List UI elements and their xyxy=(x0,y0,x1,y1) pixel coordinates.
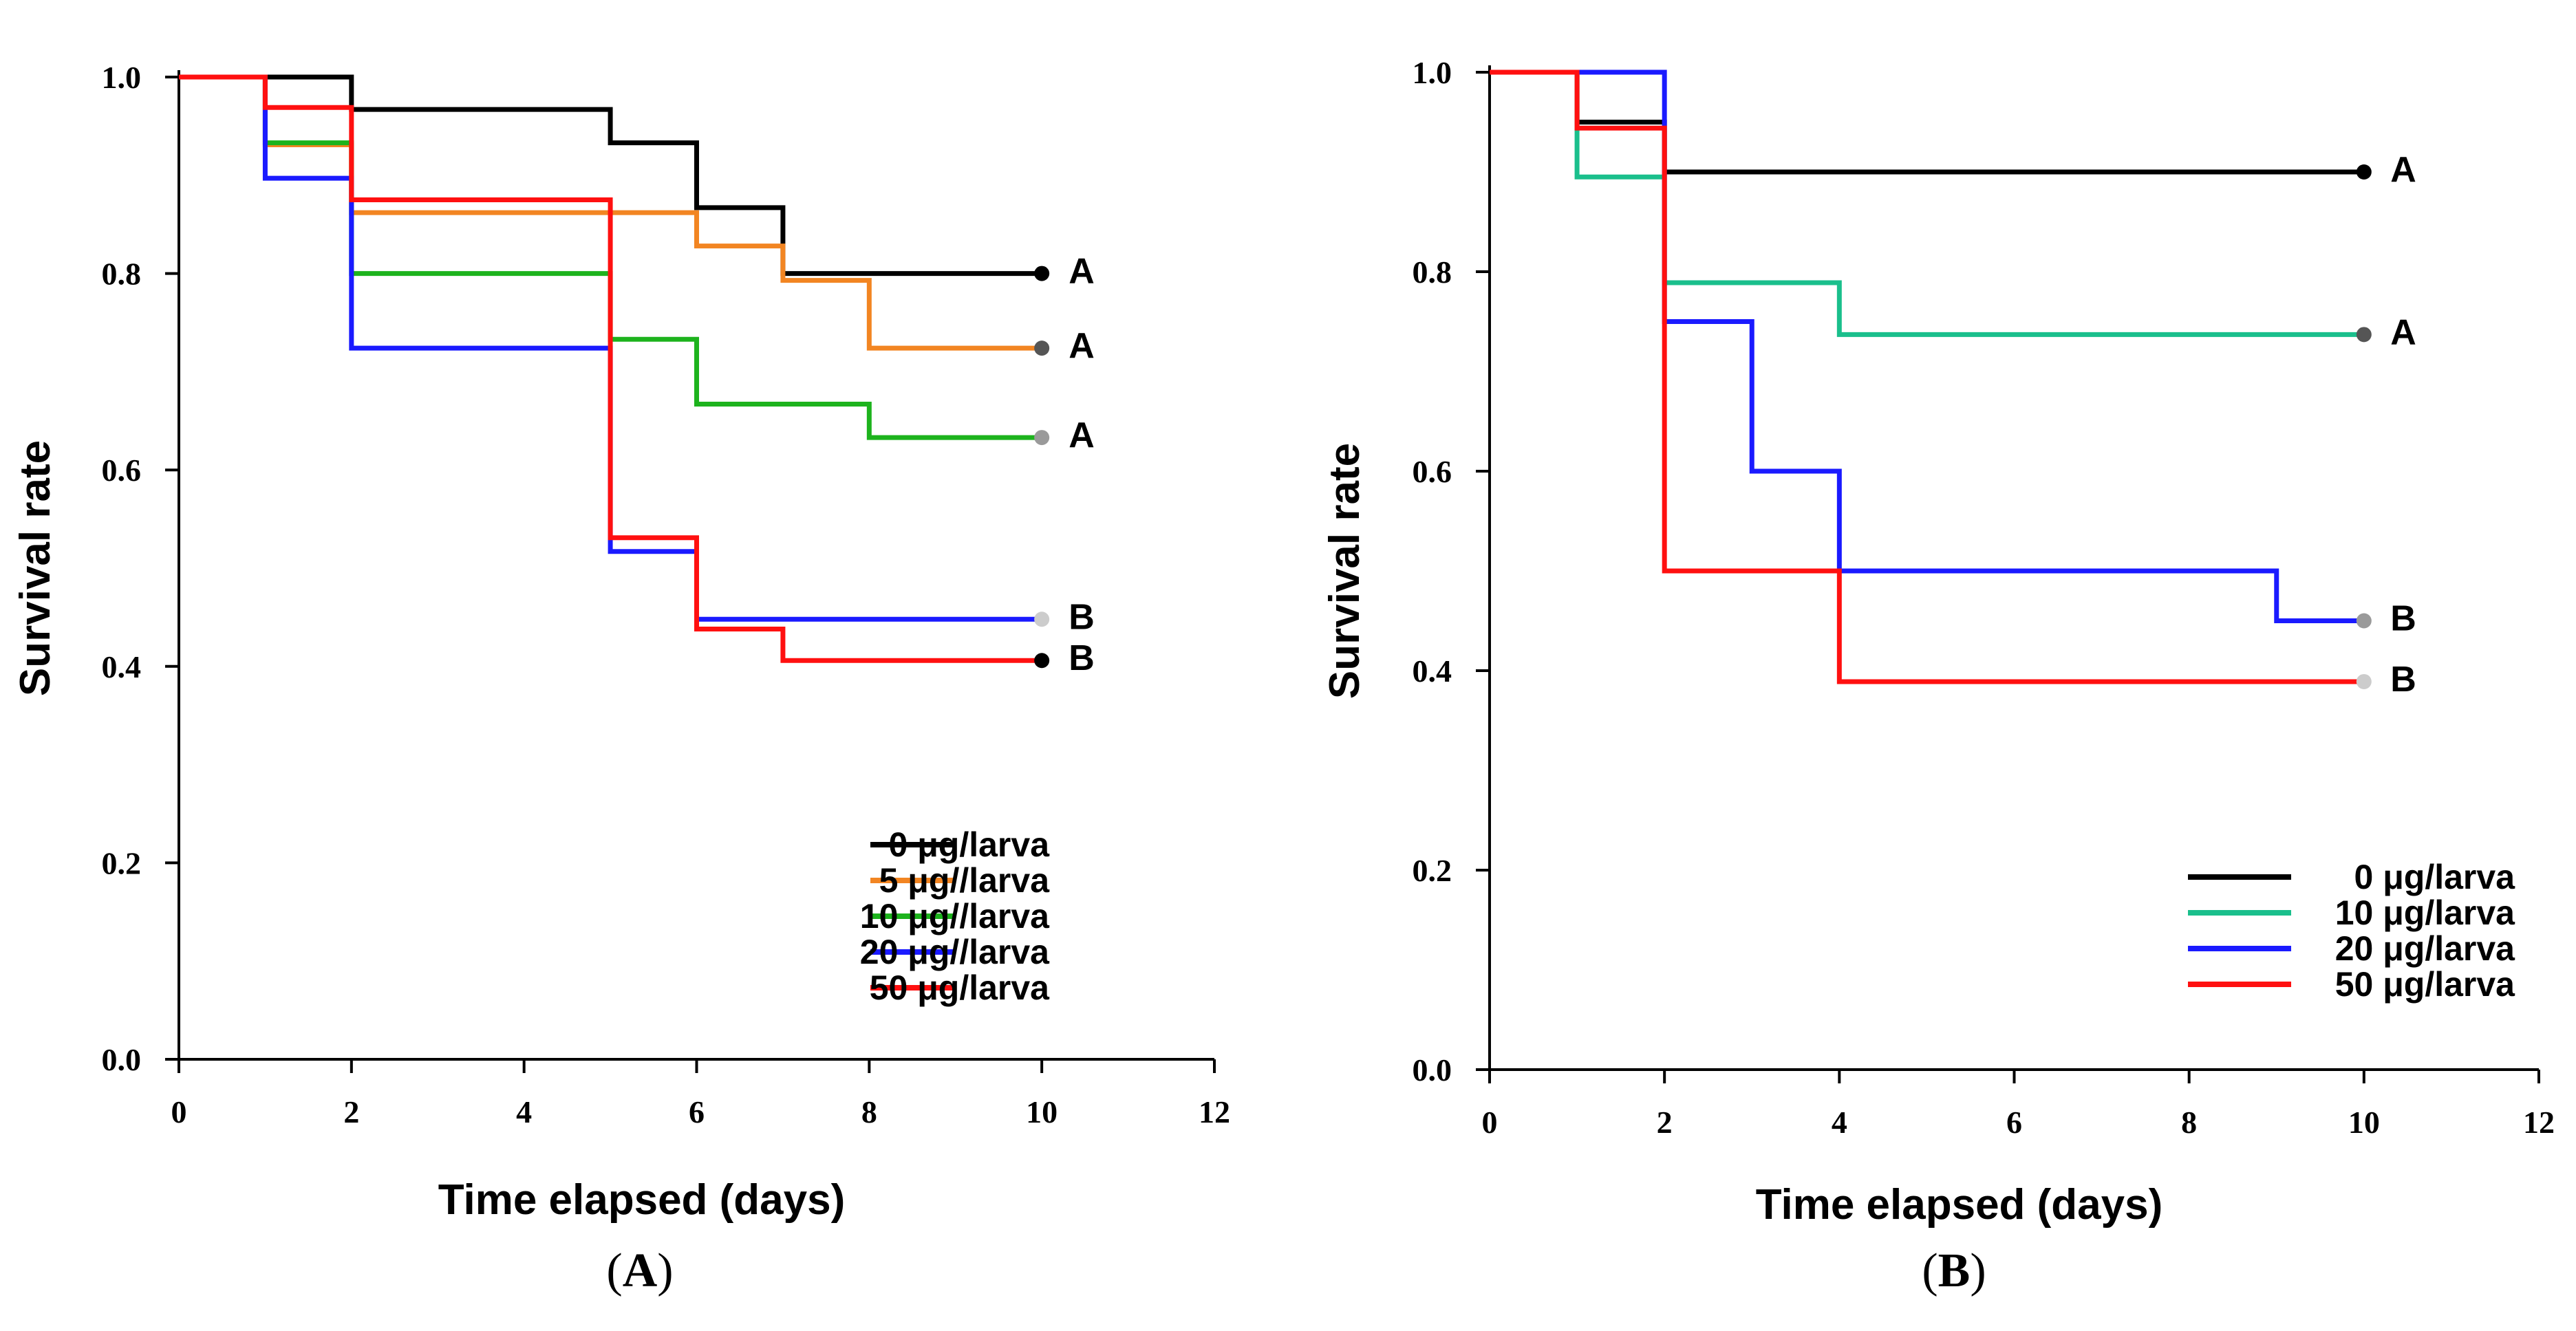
panel-a-y-axis-title: Survival rate xyxy=(12,440,59,696)
panel-a-x-tick-label: 12 xyxy=(1199,1094,1230,1129)
panel-a-series-line-4 xyxy=(179,74,1042,663)
panel-a-end-marker-2 xyxy=(1034,430,1050,446)
panel-b-x-tick-label: 8 xyxy=(2181,1105,2197,1140)
panel-b-label: (B) xyxy=(1922,1244,1986,1297)
panel-b-legend-label: 20 μg/larva xyxy=(2335,929,2515,968)
panel-a-y-tick-label: 0.2 xyxy=(102,845,142,880)
panel-b-x-tick-label: 6 xyxy=(2006,1105,2022,1140)
panel-a-x-tick-label: 4 xyxy=(516,1094,532,1129)
panel-b-x-tick-label: 2 xyxy=(1657,1105,1673,1140)
panel-b-y-tick-label: 1.0 xyxy=(1413,55,1452,90)
panel-b-end-marker-2 xyxy=(2356,613,2372,629)
panel-b-series-line-3 xyxy=(1490,69,2364,684)
panel-a-end-marker-4 xyxy=(1034,653,1050,669)
panel-b-series-line-0 xyxy=(1490,69,2364,175)
panel-b-y-tick-label: 0.4 xyxy=(1413,653,1452,689)
panel-a-legend-label: 0 μg/larva xyxy=(889,825,1051,864)
panel-b-y-axis-title: Survival rate xyxy=(1321,443,1368,699)
panel-b-series-line-1 xyxy=(1490,69,2364,337)
panel-a-end-marker-0 xyxy=(1034,266,1050,281)
panel-b-x-tick-label: 12 xyxy=(2523,1105,2555,1140)
panel-b-end-marker-0 xyxy=(2356,164,2372,180)
panel-a-x-tick-label: 10 xyxy=(1026,1094,1058,1129)
panel-a-end-marker-3 xyxy=(1034,612,1050,627)
panel-a-x-tick-label: 2 xyxy=(343,1094,359,1129)
panel-a-chart: 0 2 4 6 8 10 12 0.0 0.2 0.4 0.6 0.8 1.0 Time elapsed … xyxy=(12,60,1230,1297)
panel-b-legend-label: 10 μg/larva xyxy=(2335,894,2515,932)
panel-a-group-letter: A xyxy=(1069,252,1095,292)
panel-a-end-marker-1 xyxy=(1034,340,1050,356)
panel-b-group-letter: A xyxy=(2390,312,2416,352)
panel-a-legend-label: 50 μg/larva xyxy=(870,969,1050,1007)
panel-b-x-tick-label: 4 xyxy=(1832,1105,1847,1140)
panel-b-legend-label: 0 μg/larva xyxy=(2354,858,2516,896)
panel-a-y-tick-label: 0.4 xyxy=(102,649,142,684)
panel-a-legend-label: 10 μg//larva xyxy=(860,897,1050,935)
panel-b-group-letter: B xyxy=(2390,660,2416,700)
panel-b-x-tick-label: 0 xyxy=(1482,1105,1498,1140)
panel-a-group-letter: B xyxy=(1069,597,1095,637)
panel-a-x-tick-label: 8 xyxy=(861,1094,877,1129)
panel-b-group-letter: B xyxy=(2390,599,2416,639)
panel-a-y-tick-label: 0.0 xyxy=(102,1042,142,1077)
panel-a-y-tick-label: 1.0 xyxy=(102,60,142,95)
panel-b-y-tick-label: 0.2 xyxy=(1413,853,1452,888)
panel-b-end-marker-1 xyxy=(2356,327,2372,343)
panel-b-chart: 0 2 4 6 8 10 12 0.0 0.2 0.4 0.6 0.8 1.0 Time elapsed … xyxy=(1321,55,2555,1297)
panel-b-y-tick-label: 0.8 xyxy=(1413,255,1452,290)
panel-a-x-tick-label: 6 xyxy=(689,1094,705,1129)
panel-a-label: (A) xyxy=(606,1244,673,1297)
panel-a-group-letter: A xyxy=(1069,415,1095,455)
panel-b-group-letter: A xyxy=(2390,150,2416,190)
panel-b-x-axis-title: Time elapsed (days) xyxy=(1756,1181,2163,1229)
panel-b-legend-label: 50 μg/larva xyxy=(2335,965,2515,1004)
panel-a-x-axis-title: Time elapsed (days) xyxy=(438,1176,846,1224)
panel-a-legend-label: 20 μg//larva xyxy=(860,933,1050,971)
panel-b-y-tick-label: 0.6 xyxy=(1413,454,1452,489)
panel-a-group-letter: A xyxy=(1069,326,1095,366)
panel-a-x-tick-label: 0 xyxy=(171,1094,187,1129)
panel-a-group-letter: B xyxy=(1069,638,1095,678)
panel-a-y-tick-label: 0.8 xyxy=(102,257,142,292)
panel-a-legend-label: 5 μg//larva xyxy=(879,861,1051,900)
panel-b-end-marker-3 xyxy=(2356,673,2372,689)
panel-b-y-tick-label: 0.0 xyxy=(1413,1052,1452,1087)
panel-a-series-line-0 xyxy=(179,74,1042,277)
panel-b-series-line-2 xyxy=(1490,69,2364,623)
panel-b-x-tick-label: 10 xyxy=(2348,1105,2380,1140)
panel-a-y-tick-label: 0.6 xyxy=(102,453,142,488)
